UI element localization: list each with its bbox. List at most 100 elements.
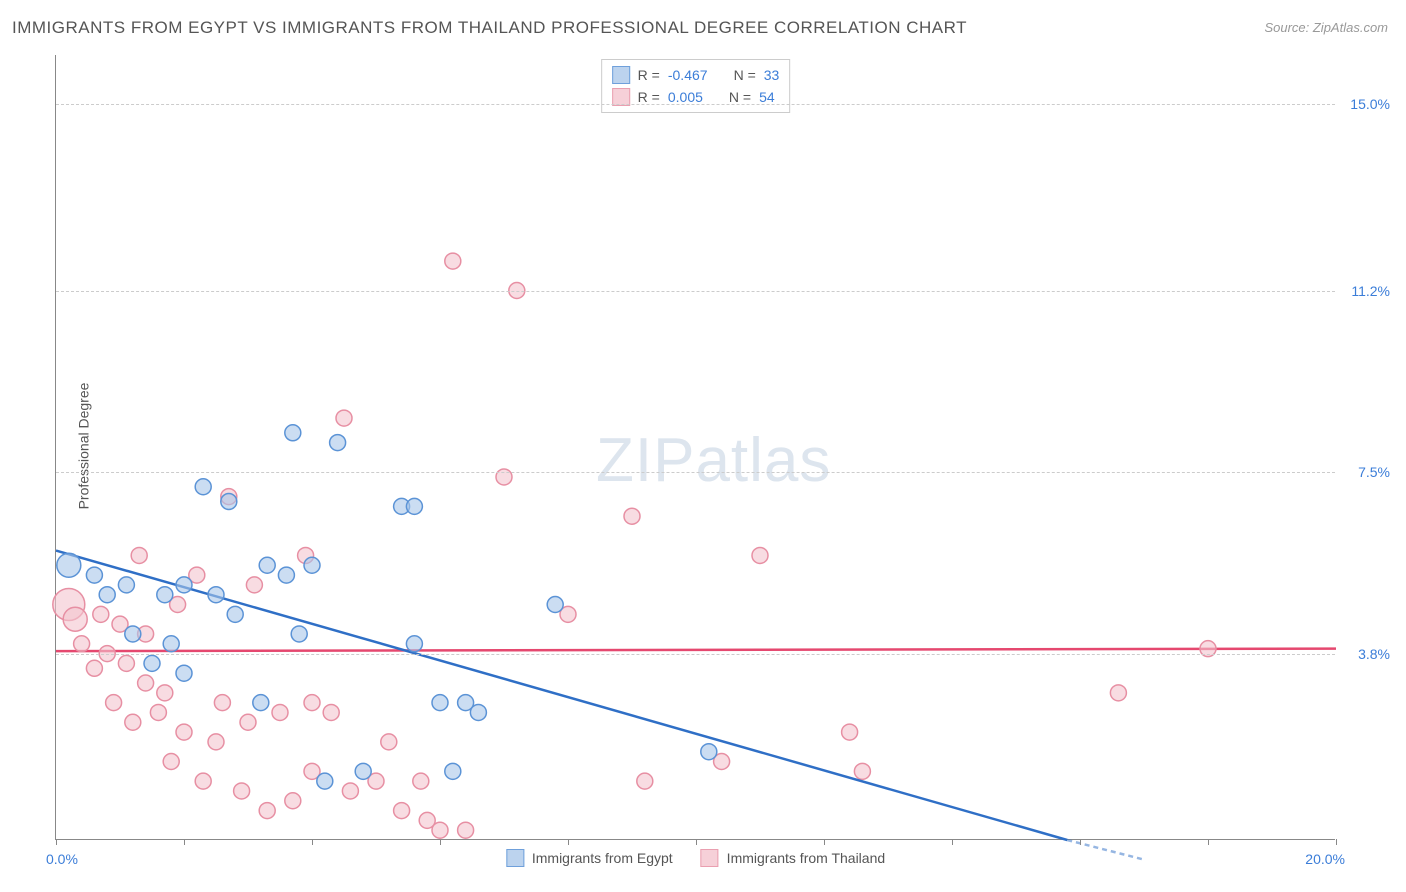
data-point: [176, 724, 192, 740]
swatch-thailand: [701, 849, 719, 867]
plot-svg: [56, 55, 1335, 839]
gridline: [56, 472, 1335, 473]
data-point: [176, 665, 192, 681]
data-point: [413, 773, 429, 789]
data-point: [445, 763, 461, 779]
data-point: [637, 773, 653, 789]
data-point: [195, 773, 211, 789]
data-point: [57, 553, 81, 577]
data-point: [278, 567, 294, 583]
data-point: [86, 567, 102, 583]
regression-line: [56, 649, 1336, 651]
data-point: [285, 793, 301, 809]
data-point: [138, 675, 154, 691]
data-point: [106, 695, 122, 711]
data-point: [272, 704, 288, 720]
data-point: [227, 606, 243, 622]
data-point: [432, 822, 448, 838]
data-point: [432, 695, 448, 711]
data-point: [291, 626, 307, 642]
data-point: [93, 606, 109, 622]
xtick: [312, 839, 313, 845]
data-point: [406, 498, 422, 514]
data-point: [163, 754, 179, 770]
data-point: [854, 763, 870, 779]
xtick: [568, 839, 569, 845]
data-point: [253, 695, 269, 711]
xtick: [696, 839, 697, 845]
data-point: [317, 773, 333, 789]
data-point: [240, 714, 256, 730]
data-point: [234, 783, 250, 799]
data-point: [752, 547, 768, 563]
xtick: [1336, 839, 1337, 845]
source-label: Source: ZipAtlas.com: [1264, 20, 1388, 35]
data-point: [163, 636, 179, 652]
x-max-label: 20.0%: [1305, 851, 1345, 867]
data-point: [157, 685, 173, 701]
data-point: [131, 547, 147, 563]
xtick: [440, 839, 441, 845]
data-point: [701, 744, 717, 760]
data-point: [323, 704, 339, 720]
data-point: [342, 783, 358, 799]
gridline: [56, 654, 1335, 655]
data-point: [118, 577, 134, 593]
data-point: [195, 479, 211, 495]
data-point: [547, 597, 563, 613]
data-point: [470, 704, 486, 720]
ytick-label: 7.5%: [1358, 464, 1390, 480]
data-point: [330, 435, 346, 451]
legend-series: Immigrants from Egypt Immigrants from Th…: [506, 849, 885, 867]
data-point: [406, 636, 422, 652]
data-point: [221, 493, 237, 509]
legend-label-egypt: Immigrants from Egypt: [532, 850, 673, 866]
data-point: [99, 587, 115, 603]
data-point: [259, 803, 275, 819]
ytick-label: 3.8%: [1358, 646, 1390, 662]
data-point: [394, 803, 410, 819]
data-point: [208, 587, 224, 603]
data-point: [125, 626, 141, 642]
xtick: [1208, 839, 1209, 845]
xtick: [824, 839, 825, 845]
data-point: [336, 410, 352, 426]
ytick-label: 15.0%: [1350, 96, 1390, 112]
data-point: [214, 695, 230, 711]
xtick: [952, 839, 953, 845]
data-point: [74, 636, 90, 652]
xtick: [56, 839, 57, 845]
data-point: [304, 557, 320, 573]
xtick: [1080, 839, 1081, 845]
data-point: [304, 695, 320, 711]
data-point: [355, 763, 371, 779]
data-point: [458, 822, 474, 838]
plot-area: ZIPatlas R = -0.467 N = 33 R = 0.005 N =…: [55, 55, 1335, 840]
data-point: [259, 557, 275, 573]
data-point: [445, 253, 461, 269]
data-point: [125, 714, 141, 730]
gridline: [56, 291, 1335, 292]
data-point: [144, 655, 160, 671]
data-point: [63, 607, 87, 631]
legend-label-thailand: Immigrants from Thailand: [727, 850, 885, 866]
chart-title: IMMIGRANTS FROM EGYPT VS IMMIGRANTS FROM…: [12, 18, 967, 38]
data-point: [842, 724, 858, 740]
data-point: [624, 508, 640, 524]
data-point: [246, 577, 262, 593]
data-point: [381, 734, 397, 750]
data-point: [86, 660, 102, 676]
x-min-label: 0.0%: [46, 851, 78, 867]
data-point: [118, 655, 134, 671]
data-point: [157, 587, 173, 603]
data-point: [1110, 685, 1126, 701]
data-point: [150, 704, 166, 720]
gridline: [56, 104, 1335, 105]
data-point: [285, 425, 301, 441]
swatch-egypt: [506, 849, 524, 867]
legend-item-egypt: Immigrants from Egypt: [506, 849, 673, 867]
data-point: [176, 577, 192, 593]
data-point: [208, 734, 224, 750]
xtick: [184, 839, 185, 845]
ytick-label: 11.2%: [1351, 283, 1390, 299]
